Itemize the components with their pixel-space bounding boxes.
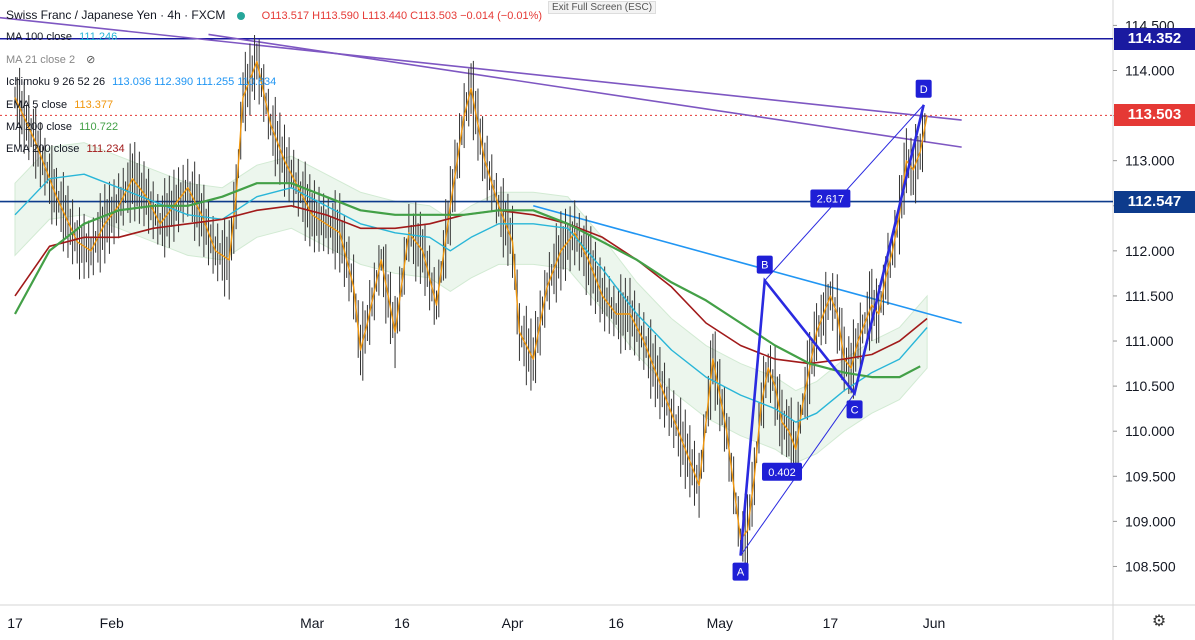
x-tick-label: Mar xyxy=(300,615,324,631)
legend-value: 111.234 xyxy=(86,143,125,156)
trendline-2 xyxy=(533,204,962,324)
x-tick-label: Apr xyxy=(502,615,524,631)
legend-value: 113.377 xyxy=(74,98,114,111)
y-tick-label: 110.000 xyxy=(1125,423,1175,439)
legend-value: 111.246 xyxy=(79,31,118,44)
y-tick-label: 111.500 xyxy=(1125,288,1174,304)
y-tick-label: 111.000 xyxy=(1125,333,1174,349)
x-tick-label: May xyxy=(707,615,733,631)
y-tick-label: 114.000 xyxy=(1125,62,1175,78)
series-ma-100-close xyxy=(14,173,928,423)
hidden-eye-icon[interactable]: ⊘ xyxy=(86,53,96,66)
legend-label: Ichimoku 9 26 52 26 xyxy=(6,76,106,89)
x-tick-label: Feb xyxy=(100,615,124,631)
legend-ema5[interactable]: EMA 5 close 113.377 xyxy=(6,94,542,116)
chart-legend: Swiss Franc / Japanese Yen · 4h · FXCM O… xyxy=(6,4,542,161)
y-tick-label: 109.500 xyxy=(1125,468,1176,484)
legend-value: 113.036 112.390 111.255 110.834 xyxy=(112,76,277,89)
price-tag-resistance: 114.352 xyxy=(1114,27,1195,50)
y-tick-label: 108.500 xyxy=(1125,558,1176,574)
gear-icon[interactable]: ⚙ xyxy=(1151,613,1167,630)
legend-label: EMA 5 close xyxy=(6,98,68,111)
price-tag-support: 112.547 xyxy=(1114,190,1195,213)
y-tick-label: 110.500 xyxy=(1125,378,1175,394)
harmonic-ratio-box xyxy=(762,462,803,481)
harmonic-ratio-label: 0.402 xyxy=(768,467,796,479)
legend-label: MA 100 close xyxy=(6,31,73,44)
series-ma-200-close xyxy=(14,182,921,379)
legend-ema200[interactable]: EMA 200 close 111.234 xyxy=(6,138,542,160)
y-tick-label: 112.000 xyxy=(1125,243,1175,259)
harmonic-point-d-box xyxy=(915,79,932,98)
harmonic-point-a-box xyxy=(732,562,749,581)
x-tick-label: 17 xyxy=(7,615,23,631)
legend-label: MA 200 close xyxy=(6,120,73,133)
market-status-dot xyxy=(236,12,245,21)
harmonic-ratio-box xyxy=(810,189,851,208)
legend-ichimoku[interactable]: Ichimoku 9 26 52 26 113.036 112.390 111.… xyxy=(6,71,542,93)
price-tag-last: 113.503 xyxy=(1114,104,1195,127)
harmonic-point-c: C xyxy=(851,404,859,416)
legend-label: MA 21 close 2 xyxy=(6,53,76,66)
x-tick-label: 16 xyxy=(608,615,624,631)
harmonic-ratio-label: 2.617 xyxy=(817,194,845,206)
x-tick-label: Jun xyxy=(923,615,946,631)
symbol-title: Swiss Franc / Japanese Yen · 4h · FXCM xyxy=(6,8,226,22)
harmonic-pattern-legs xyxy=(739,104,925,556)
legend-ma21[interactable]: MA 21 close 2 ⊘ xyxy=(6,49,542,71)
ichimoku-cloud xyxy=(14,142,928,464)
x-tick-label: 16 xyxy=(394,615,410,631)
legend-ma100[interactable]: MA 100 close 111.246 xyxy=(6,26,542,48)
harmonic-point-d: D xyxy=(920,84,928,96)
legend-ma200[interactable]: MA 200 close 110.722 xyxy=(6,116,542,138)
series-ema-5-close xyxy=(14,60,928,541)
y-tick-label: 109.000 xyxy=(1125,513,1176,529)
ohlc-values: O113.517 H113.590 L113.440 C113.503 −0.0… xyxy=(261,10,543,22)
legend-label: EMA 200 close xyxy=(6,143,80,156)
legend-value: 110.722 xyxy=(79,120,119,133)
y-tick-label: 113.000 xyxy=(1125,153,1175,169)
harmonic-point-c-box xyxy=(846,400,863,419)
trendline-0 xyxy=(0,16,962,121)
trendline-1 xyxy=(208,33,962,148)
x-tick-label: 17 xyxy=(823,615,839,631)
exit-full-screen-button[interactable]: Exit Full Screen (ESC) xyxy=(548,1,657,14)
harmonic-point-b-box xyxy=(756,255,773,274)
harmonic-point-b: B xyxy=(761,260,768,272)
harmonic-point-a: A xyxy=(737,567,745,579)
